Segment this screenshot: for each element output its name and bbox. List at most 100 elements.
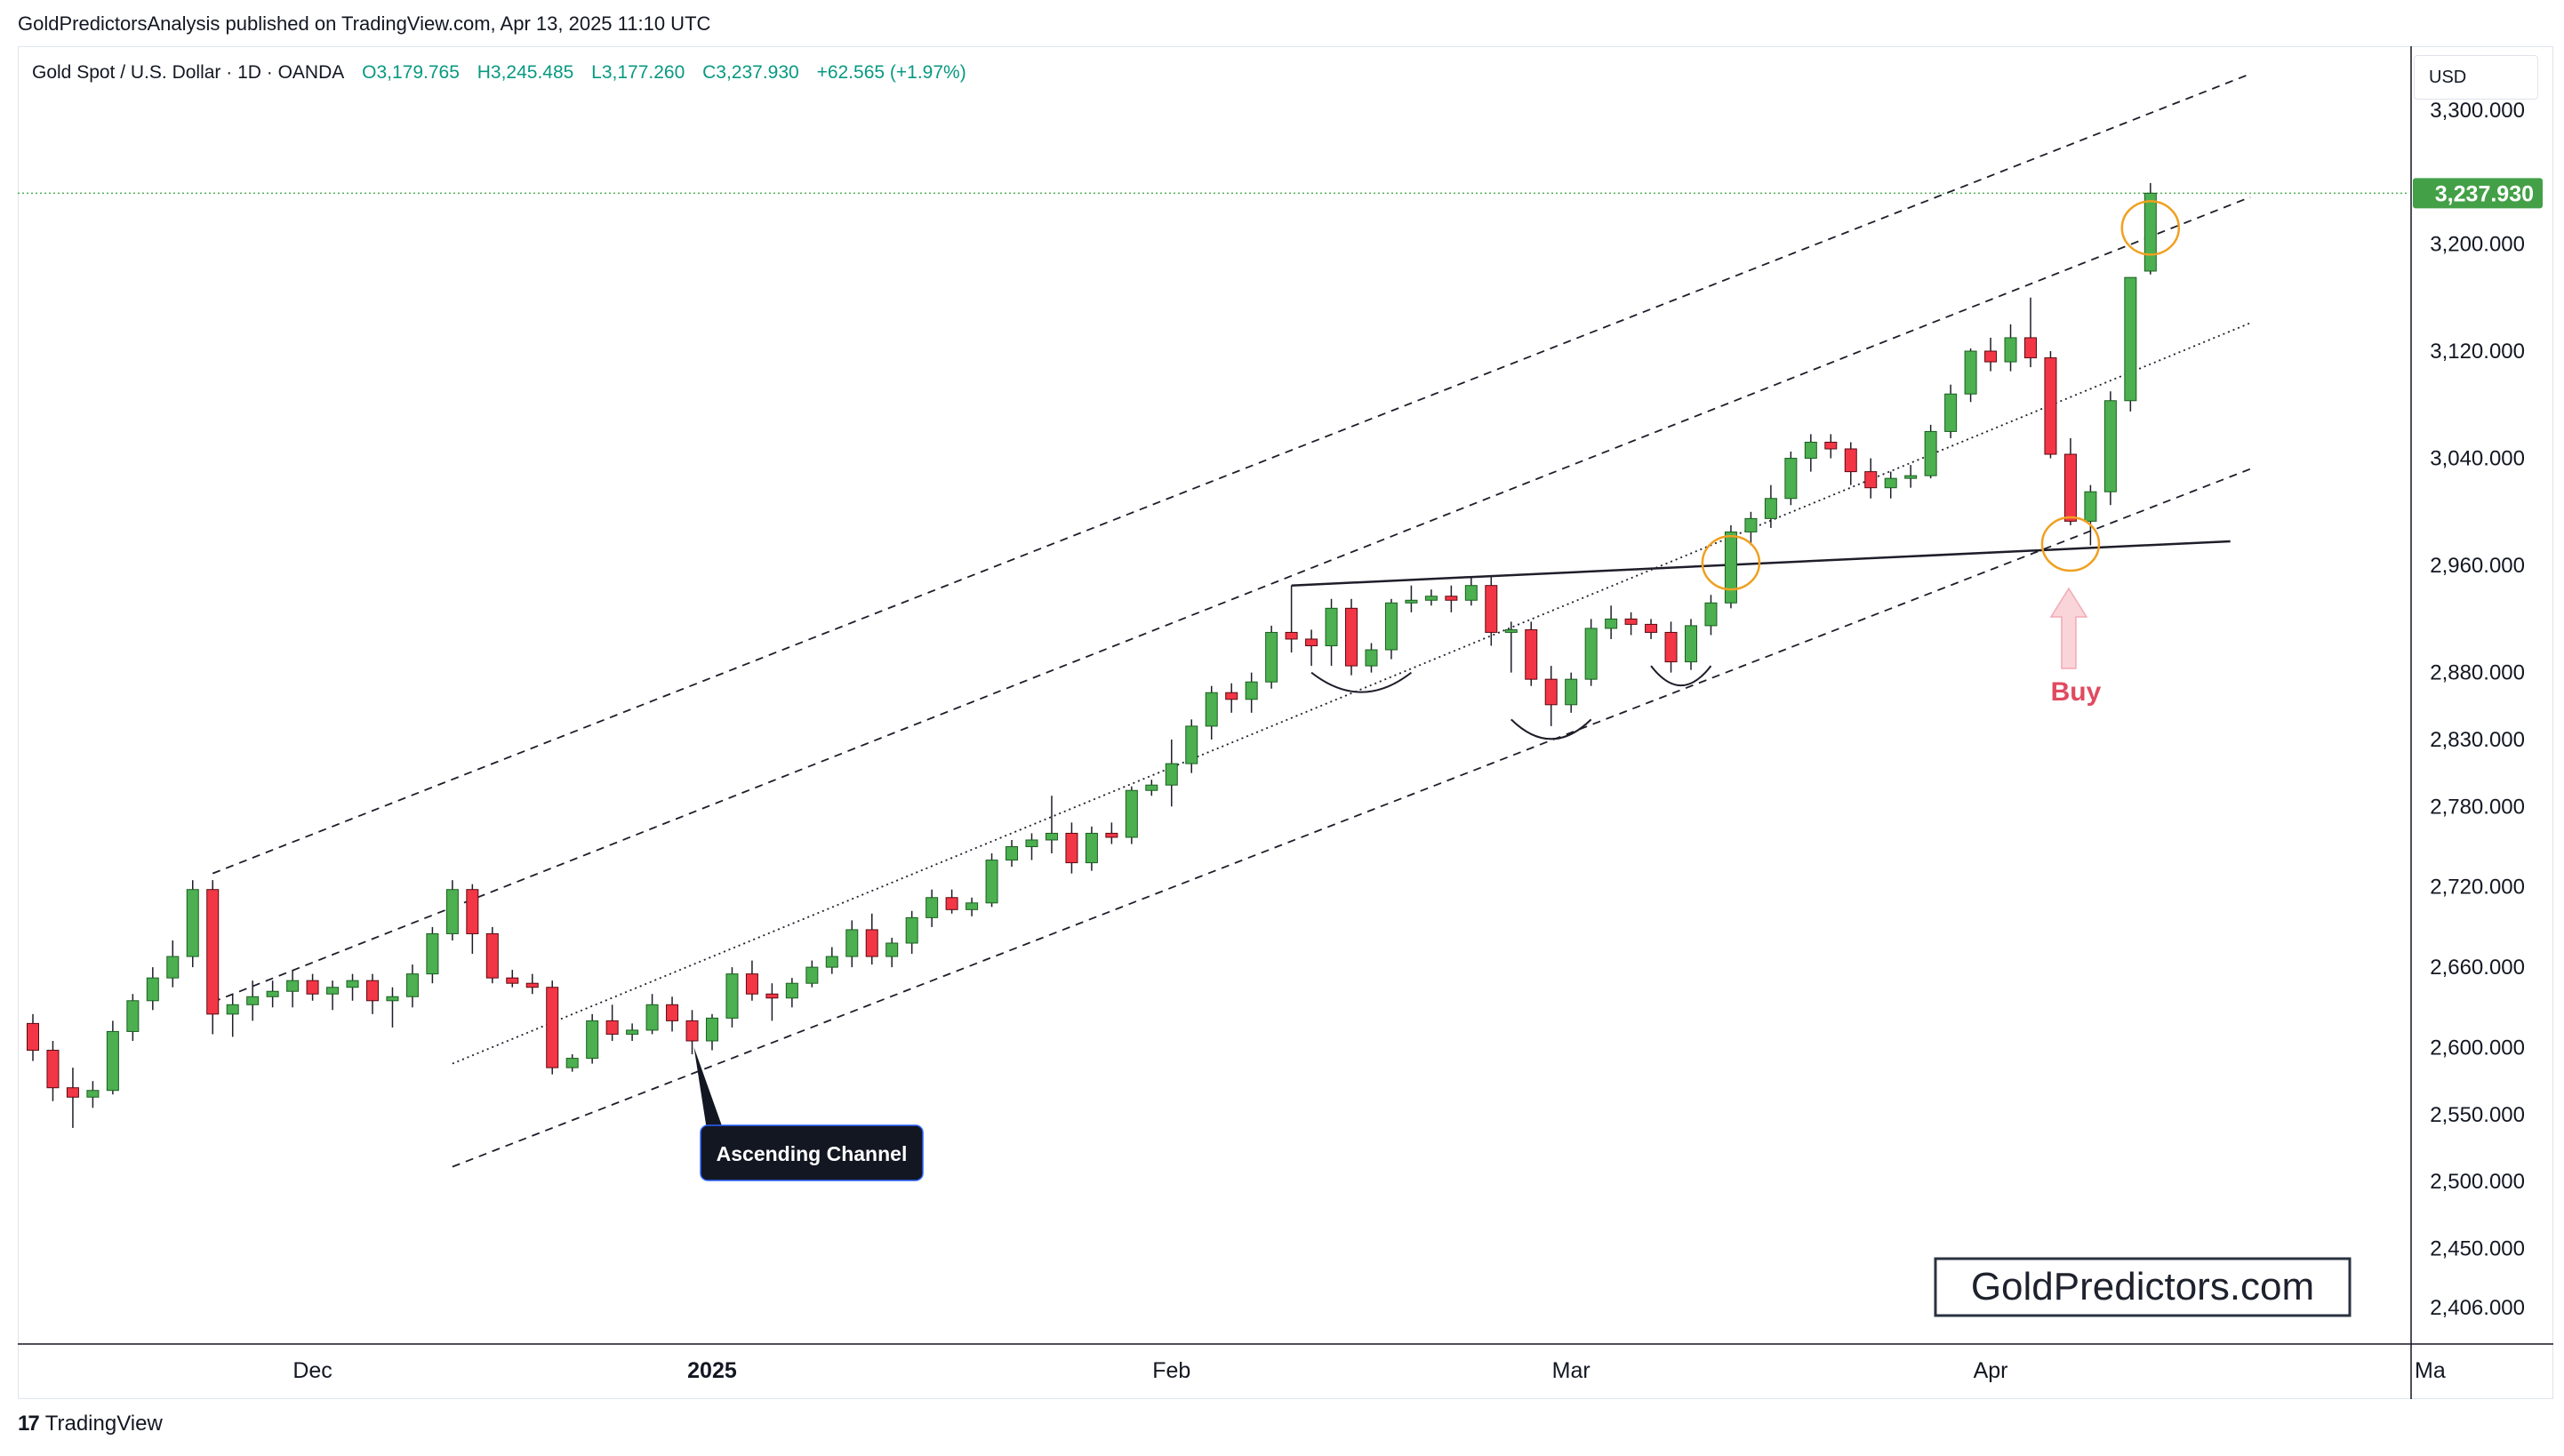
candle-down: [1485, 585, 1498, 633]
annotation-pointer: [693, 1047, 723, 1127]
publisher-line: GoldPredictorsAnalysis published on Trad…: [18, 12, 711, 35]
ohlc-close: C3,237.930: [702, 62, 799, 83]
candle-up: [1464, 585, 1478, 601]
y-tick-label: 2,880.000: [2430, 661, 2525, 685]
y-tick-label: 3,120.000: [2430, 340, 2525, 364]
channel-line-mid: [452, 322, 2251, 1065]
candle-up: [586, 1020, 599, 1060]
candle-down: [1445, 596, 1458, 601]
candle-up: [725, 973, 739, 1019]
candle-up: [1365, 649, 1378, 667]
y-tick-label: 2,960.000: [2430, 554, 2525, 578]
highlight-circle: [2120, 200, 2181, 256]
candle-down: [546, 987, 559, 1068]
candle-down: [2044, 357, 2057, 455]
currency-selector[interactable]: USD: [2414, 55, 2538, 100]
watermark-box: [1934, 1257, 2352, 1317]
candle-up: [286, 980, 300, 992]
candle-up: [1025, 839, 1038, 848]
candle-up: [106, 1030, 119, 1092]
candle-up: [1085, 832, 1098, 864]
candle-up: [326, 987, 340, 995]
candle-up: [1185, 725, 1198, 764]
candle-up: [1565, 678, 1578, 706]
candle-down: [306, 980, 319, 995]
y-tick-label: 2,600.000: [2430, 1036, 2525, 1060]
chart-frame: [18, 46, 2553, 1399]
candle-up: [645, 1004, 659, 1031]
candle-up: [266, 990, 279, 997]
candle-up: [246, 996, 260, 1005]
candle-up: [2004, 337, 2017, 363]
candle-down: [685, 1020, 699, 1042]
candle-down: [605, 1020, 619, 1035]
candle-down: [485, 932, 499, 979]
candle-up: [445, 889, 459, 934]
candle-up: [1325, 607, 1338, 646]
candle-down: [1844, 448, 1857, 473]
candle-up: [1584, 628, 1598, 680]
symbol-name[interactable]: Gold Spot / U.S. Dollar · 1D · OANDA: [32, 62, 345, 83]
candle-up: [426, 932, 439, 975]
candle-down: [745, 973, 758, 995]
candle-up: [1006, 846, 1019, 861]
candle-up: [1944, 393, 1958, 432]
x-tick-label: Ma: [2415, 1358, 2446, 1383]
candle-up: [1145, 784, 1158, 791]
ohlc-high: H3,245.485: [477, 62, 574, 83]
candle-down: [1664, 631, 1678, 663]
current-price-label: 3,237.930: [2435, 181, 2534, 206]
y-tick-label: 2,450.000: [2430, 1237, 2525, 1261]
candle-up: [805, 966, 819, 984]
candle-down: [66, 1087, 79, 1098]
candle-up: [905, 916, 918, 944]
tradingview-brand[interactable]: TradingView: [44, 1412, 163, 1436]
candle-up: [1424, 596, 1438, 601]
candle-up: [386, 996, 399, 1002]
watermark-text: GoldPredictors.com: [1971, 1265, 2314, 1308]
x-tick-label: Feb: [1152, 1358, 1190, 1383]
highlight-circle: [1701, 534, 1761, 591]
candle-up: [1205, 692, 1218, 727]
candle-up: [925, 897, 939, 918]
buy-arrow-icon: [2049, 587, 2088, 669]
tradingview-footer[interactable]: 17 TradingView: [18, 1412, 163, 1436]
current-price-tag: [2413, 178, 2543, 209]
y-tick-label: 3,300.000: [2430, 99, 2525, 123]
y-tick-label: 3,200.000: [2430, 232, 2525, 256]
candle-down: [1624, 618, 1638, 625]
candle-up: [1405, 599, 1418, 604]
ohlc-open: O3,179.765: [362, 62, 460, 83]
candle-up: [1704, 602, 1718, 627]
candle-down: [1984, 350, 1998, 363]
candle-up: [2103, 400, 2117, 492]
candle-down: [525, 982, 539, 988]
candle-up: [1904, 475, 1918, 479]
candle-down: [506, 977, 519, 984]
candle-up: [1804, 441, 1817, 460]
candle-down: [945, 897, 958, 910]
candle-up: [1724, 531, 1737, 604]
candle-up: [845, 929, 859, 957]
candle-down: [46, 1050, 60, 1089]
candle-down: [765, 993, 779, 999]
candle-up: [1265, 631, 1278, 683]
x-tick-label: Apr: [1974, 1358, 2008, 1383]
candle-up: [226, 1004, 239, 1015]
candle-up: [126, 1000, 140, 1032]
x-tick-label: Dec: [292, 1358, 332, 1383]
candle-down: [1285, 631, 1298, 640]
candle-up: [2143, 192, 2157, 272]
candle-up: [1685, 625, 1698, 663]
candle-up: [1384, 602, 1398, 651]
candle-down: [865, 929, 878, 957]
symbol-legend[interactable]: Gold Spot / U.S. Dollar · 1D · OANDA O3,…: [32, 62, 979, 84]
ohlc-change: +62.565 (+1.97%): [816, 62, 966, 83]
annotation-box: [700, 1124, 924, 1181]
rounded-bottom-arc: [1510, 718, 1592, 740]
highlight-circle: [2040, 516, 2101, 572]
candle-up: [825, 956, 838, 968]
tradingview-logo-icon: 17: [18, 1412, 40, 1436]
candle-up: [86, 1090, 100, 1098]
